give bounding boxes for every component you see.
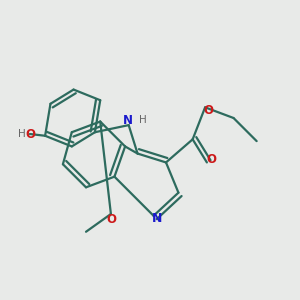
Text: N: N [152,212,162,225]
Text: O: O [204,104,214,117]
Text: H: H [18,129,26,139]
Text: O: O [25,128,35,141]
Text: O: O [206,153,216,166]
Text: N: N [123,114,133,127]
Text: H: H [139,115,147,125]
Text: O: O [106,213,116,226]
